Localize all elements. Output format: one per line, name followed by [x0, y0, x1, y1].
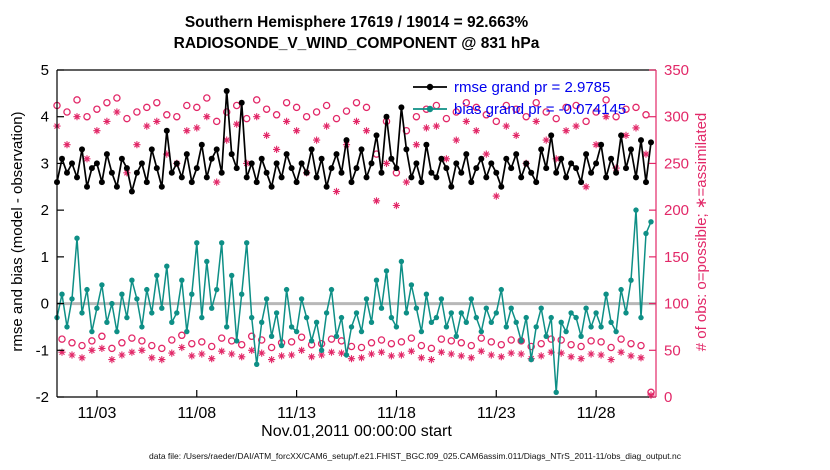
svg-text:11/18: 11/18	[377, 405, 416, 422]
legend-rmse-entry: rmse grand pr = 2.9785	[412, 76, 626, 98]
svg-text:11/08: 11/08	[177, 405, 216, 422]
legend: rmse grand pr = 2.9785 bias grand pr = -…	[412, 76, 626, 120]
svg-text:0: 0	[664, 389, 672, 406]
right-axis-label: # of obs: o=possible; ∗=assimilated	[693, 112, 710, 352]
legend-bias-entry: bias grand pr = -0.074145	[412, 98, 626, 120]
svg-text:100: 100	[664, 296, 689, 313]
svg-text:4: 4	[41, 109, 49, 126]
legend-bias-label: bias grand pr = -0.074145	[454, 100, 627, 118]
bias-series	[54, 207, 654, 395]
svg-text:-2: -2	[36, 389, 49, 406]
legend-rmse-label: rmse grand pr = 2.9785	[454, 78, 611, 96]
svg-text:250: 250	[664, 155, 689, 172]
bias-line-marker-icon	[413, 105, 447, 113]
svg-text:200: 200	[664, 202, 689, 219]
x-axis-label: Nov.01,2011 00:00:00 start	[261, 423, 452, 440]
data-file-caption: data file: /Users/raeder/DAI/ATM_forcXX/…	[149, 451, 681, 461]
svg-text:50: 50	[664, 342, 681, 359]
svg-text:11/03: 11/03	[78, 405, 117, 422]
svg-text:350: 350	[664, 62, 689, 79]
svg-text:0: 0	[41, 296, 49, 313]
svg-text:5: 5	[41, 62, 49, 79]
rmse-line-marker-icon	[413, 83, 447, 91]
chart-title-block: Southern Hemisphere 17619 / 19014 = 92.6…	[57, 12, 656, 54]
svg-text:150: 150	[664, 249, 689, 266]
chart-title-line2: RADIOSONDE_V_WIND_COMPONENT @ 831 hPa	[173, 35, 540, 52]
possible-obs-markers	[53, 94, 655, 397]
assimilated-obs-markers	[53, 108, 655, 399]
chart-title-line1: Southern Hemisphere 17619 / 19014 = 92.6…	[184, 14, 529, 31]
svg-text:3: 3	[41, 155, 49, 172]
svg-text:11/13: 11/13	[277, 405, 316, 422]
axes-box	[56, 69, 657, 398]
left-axis-label: rmse and bias (model - observation)	[9, 111, 26, 352]
svg-text:300: 300	[664, 109, 689, 126]
rmse-series	[54, 88, 654, 195]
svg-text:2: 2	[41, 202, 49, 219]
svg-text:1: 1	[41, 249, 49, 266]
svg-text:-1: -1	[36, 342, 49, 359]
svg-text:11/28: 11/28	[577, 405, 616, 422]
svg-text:11/23: 11/23	[477, 405, 516, 422]
